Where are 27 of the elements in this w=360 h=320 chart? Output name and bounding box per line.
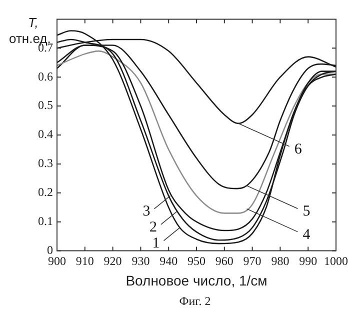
annotation: 1	[152, 236, 160, 252]
annotation: 5	[302, 204, 310, 220]
y-tick-label: 0.4	[38, 127, 53, 142]
y-tick-label: 0.1	[38, 214, 53, 228]
x-tick-label: 920	[104, 254, 122, 268]
x-tick-label: 990	[299, 254, 318, 268]
y-tick-label: 0.5	[38, 98, 53, 112]
x-tick-label: 960	[215, 254, 234, 268]
y-axis-title: T, отн.ед.	[9, 14, 51, 46]
text: Фиг. 2	[178, 294, 212, 309]
annotation: 6	[294, 141, 302, 158]
annotation: 4	[302, 226, 311, 243]
x-tick-label: 1000	[324, 254, 348, 268]
annotation: 3	[142, 204, 150, 220]
y-tick-label: 0.2	[38, 185, 53, 200]
x-tick-label: 910	[76, 254, 94, 268]
x-axis-title: Волновое число, 1/см	[126, 272, 268, 288]
x-tick-label: 950	[188, 254, 206, 268]
x-tick-label: 930	[132, 254, 150, 268]
x-tick-label: 900	[48, 254, 66, 268]
y-tick-label: 0.6	[38, 69, 53, 84]
y-tick-label: 0	[47, 242, 53, 257]
y-tick-label: 0.3	[38, 156, 53, 170]
x-tick-label: 980	[271, 254, 290, 268]
annotation: 2	[149, 219, 157, 236]
x-tick-label: 970	[243, 254, 262, 268]
x-tick-label: 940	[160, 254, 178, 268]
